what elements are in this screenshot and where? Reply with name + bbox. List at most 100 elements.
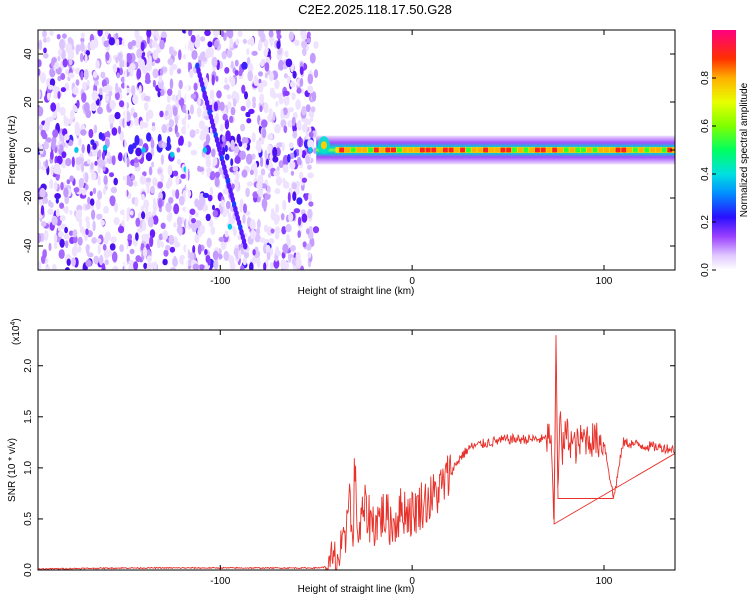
heatmap-noise-cell bbox=[167, 58, 174, 66]
heatmap-noise-cell bbox=[145, 177, 152, 183]
heatmap-noise-cell bbox=[159, 39, 165, 50]
heatmap-bright-cell bbox=[202, 147, 208, 153]
heatmap-noise-cell bbox=[296, 197, 303, 205]
heatmap-noise-cell bbox=[97, 244, 101, 255]
heatmap-noise-cell bbox=[103, 236, 109, 245]
heatmap-noise-cell bbox=[111, 155, 116, 166]
heatmap-noise-cell bbox=[42, 30, 47, 38]
heatmap-noise-cell bbox=[233, 146, 240, 154]
heatmap-noise-cell bbox=[51, 58, 55, 68]
heatmap-noise-cell bbox=[85, 244, 90, 252]
heatmap-signal-band bbox=[316, 135, 675, 165]
heatmap-noise-cell bbox=[274, 188, 281, 195]
heatmap-noise-cell bbox=[178, 97, 185, 107]
colorbar-tick-label: 0.6 bbox=[700, 119, 711, 133]
heatmap-noise-cell bbox=[268, 30, 274, 38]
heatmap-noise-cell bbox=[77, 157, 84, 164]
heatmap-noise-cell bbox=[47, 91, 51, 101]
heatmap-noise-cell bbox=[195, 211, 199, 218]
heatmap-noise-cell bbox=[128, 259, 135, 266]
heatmap-noise-cell bbox=[213, 259, 219, 270]
heatmap-noise-cell bbox=[202, 192, 209, 198]
heatmap-noise-cell bbox=[90, 162, 94, 170]
heatmap-noise-cell bbox=[303, 120, 308, 131]
heatmap-noise-cell bbox=[102, 244, 107, 251]
heatmap-noise-cell bbox=[228, 76, 232, 83]
signal-band-cell bbox=[460, 147, 466, 153]
heatmap-noise-cell bbox=[72, 86, 79, 95]
signal-band-cell bbox=[471, 147, 477, 153]
signal-band-cell bbox=[419, 147, 425, 153]
heatmap-noise-cell bbox=[52, 129, 59, 138]
heatmap-noise-cell bbox=[246, 181, 253, 187]
heatmap-noise-cell bbox=[238, 70, 243, 77]
signal-band-cell bbox=[483, 147, 489, 153]
heatmap-noise-cell bbox=[222, 211, 227, 217]
heatmap-y-tick-label: 0 bbox=[23, 147, 34, 153]
heatmap-noise-cell bbox=[57, 226, 62, 232]
heatmap-noise-cell bbox=[146, 30, 152, 38]
heatmap-noise-cell bbox=[42, 249, 47, 259]
heatmap-y-tick-label: 20 bbox=[23, 96, 34, 108]
heatmap-noise-cell bbox=[308, 226, 313, 232]
heatmap-noise-cell bbox=[38, 68, 41, 76]
heatmap-noise-cell bbox=[142, 171, 147, 177]
heatmap-noise-cell bbox=[278, 160, 284, 169]
heatmap-noise-cell bbox=[275, 176, 283, 186]
heatmap-noise-cell bbox=[38, 261, 42, 270]
signal-band-cell bbox=[552, 147, 558, 153]
signal-band-onset-core bbox=[320, 141, 327, 150]
heatmap-noise-cell bbox=[178, 135, 184, 146]
heatmap-noise-cell bbox=[260, 168, 266, 176]
heatmap-noise-cell bbox=[85, 259, 92, 268]
signal-band-cell bbox=[586, 147, 592, 153]
heatmap-noise-cell bbox=[103, 40, 110, 48]
heatmap-noise-cell bbox=[258, 71, 263, 77]
heatmap-noise-cell bbox=[102, 187, 107, 196]
heatmap-noise-cell bbox=[221, 50, 227, 60]
heatmap-noise-cell bbox=[296, 78, 301, 87]
heatmap-noise-cell bbox=[73, 187, 80, 193]
heatmap-noise-cell bbox=[85, 228, 89, 236]
heatmap-noise-cell bbox=[51, 215, 58, 226]
heatmap-noise-cell bbox=[130, 174, 136, 181]
heatmap-noise-cell bbox=[131, 40, 137, 46]
heatmap-noise-cell bbox=[307, 164, 312, 170]
heatmap-noise-cell bbox=[281, 141, 285, 152]
heatmap-noise-cell bbox=[307, 31, 311, 38]
heatmap-noise-cell bbox=[80, 162, 85, 173]
heatmap-noise-cell bbox=[57, 56, 61, 62]
heatmap-noise-cell bbox=[301, 40, 308, 49]
heatmap-noise-cell bbox=[39, 187, 46, 199]
heatmap-noise-cell bbox=[66, 179, 71, 185]
heatmap-noise-cell bbox=[38, 232, 42, 244]
heatmap-noise-cell bbox=[255, 77, 259, 87]
heatmap-noise-cell bbox=[232, 165, 239, 172]
heatmap-noise-cell bbox=[301, 150, 307, 159]
heatmap-noise-cell bbox=[104, 259, 109, 266]
heatmap-noise-cell bbox=[177, 68, 182, 74]
heatmap-noise-cell bbox=[49, 178, 54, 190]
heatmap-noise-cell bbox=[115, 56, 119, 64]
heatmap-noise-cell bbox=[272, 111, 276, 121]
heatmap-y-tick-label: 40 bbox=[23, 48, 34, 60]
heatmap-noise-cell bbox=[74, 67, 81, 75]
signal-band-cell bbox=[506, 147, 512, 153]
heatmap-noise-cell bbox=[247, 62, 254, 73]
heatmap-noise-cell bbox=[110, 186, 118, 194]
heatmap-noise-cell bbox=[218, 236, 225, 242]
heatmap-noise-cell bbox=[291, 92, 296, 101]
heatmap-noise-cell bbox=[292, 191, 297, 202]
heatmap-noise-cell bbox=[98, 132, 103, 140]
heatmap-noise-cell bbox=[61, 33, 67, 39]
heatmap-noise-cell bbox=[71, 156, 75, 168]
heatmap-noise-cell bbox=[256, 257, 261, 268]
heatmap-noise-cell bbox=[168, 234, 175, 245]
heatmap-noise-cell bbox=[135, 217, 141, 227]
heatmap-noise-cell bbox=[91, 171, 97, 181]
heatmap-noise-cell bbox=[230, 106, 236, 116]
heatmap-noise-cell bbox=[165, 202, 172, 213]
signal-band-cell bbox=[523, 147, 529, 153]
heatmap-noise-cell bbox=[192, 263, 200, 270]
line-x-tick-label: 100 bbox=[596, 576, 613, 587]
